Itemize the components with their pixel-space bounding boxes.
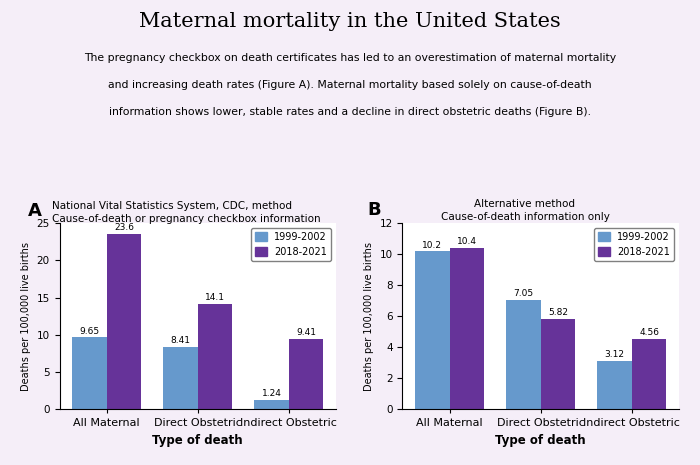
Y-axis label: Deaths per 100,000 live births: Deaths per 100,000 live births [364, 242, 374, 391]
Legend: 1999-2002, 2018-2021: 1999-2002, 2018-2021 [251, 228, 331, 261]
Text: 8.41: 8.41 [170, 336, 190, 345]
Text: 23.6: 23.6 [114, 223, 134, 232]
Text: 7.05: 7.05 [513, 289, 533, 299]
Text: 4.56: 4.56 [639, 328, 659, 337]
Text: 5.82: 5.82 [548, 308, 568, 318]
Text: Alternative method: Alternative method [475, 199, 575, 209]
Text: B: B [368, 201, 381, 219]
Text: National Vital Statistics System, CDC, method: National Vital Statistics System, CDC, m… [52, 201, 293, 211]
Bar [72, 338, 106, 409]
Text: Cause-of-death information only: Cause-of-death information only [440, 212, 610, 222]
Bar [632, 339, 666, 409]
Bar [106, 233, 141, 409]
Text: and increasing death rates (Figure A). Maternal mortality based solely on cause-: and increasing death rates (Figure A). M… [108, 80, 592, 91]
Bar [415, 251, 449, 409]
Text: 10.4: 10.4 [457, 238, 477, 246]
Bar [197, 304, 232, 409]
Bar [506, 300, 540, 409]
Bar [449, 248, 484, 409]
Bar [597, 361, 632, 409]
Text: A: A [28, 202, 42, 220]
Text: 14.1: 14.1 [205, 293, 225, 302]
Bar [163, 346, 197, 409]
Text: Cause-of-death or pregnancy checkbox information: Cause-of-death or pregnancy checkbox inf… [52, 214, 321, 224]
Text: The pregnancy checkbox on death certificates has led to an overestimation of mat: The pregnancy checkbox on death certific… [84, 53, 616, 64]
Bar [289, 339, 323, 409]
Text: 9.65: 9.65 [79, 326, 99, 336]
Text: Maternal mortality in the United States: Maternal mortality in the United States [139, 12, 561, 31]
X-axis label: Type of death: Type of death [153, 434, 243, 447]
Text: 10.2: 10.2 [422, 240, 442, 250]
Y-axis label: Deaths per 100,000 live births: Deaths per 100,000 live births [21, 242, 31, 391]
Legend: 1999-2002, 2018-2021: 1999-2002, 2018-2021 [594, 228, 674, 261]
Bar [540, 319, 575, 409]
Text: 3.12: 3.12 [605, 350, 624, 359]
Text: information shows lower, stable rates and a decline in direct obstetric deaths (: information shows lower, stable rates an… [109, 107, 591, 118]
Text: 1.24: 1.24 [262, 389, 281, 398]
X-axis label: Type of death: Type of death [496, 434, 586, 447]
Text: 9.41: 9.41 [296, 328, 316, 337]
Bar [254, 400, 289, 409]
